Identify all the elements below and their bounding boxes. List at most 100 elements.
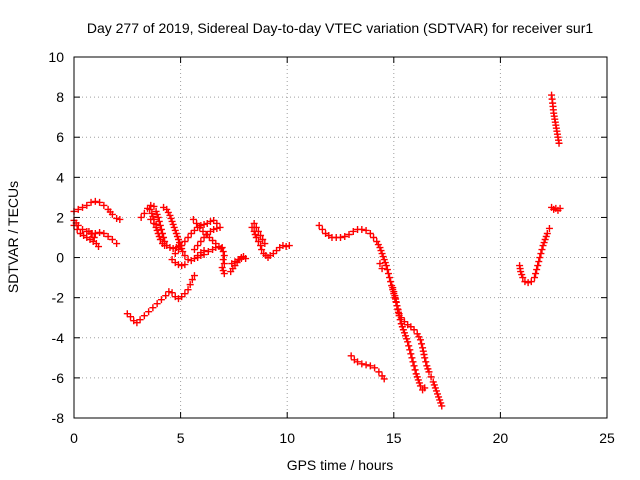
data-point xyxy=(219,256,227,264)
data-point xyxy=(418,340,426,348)
data-point xyxy=(389,284,397,292)
data-point xyxy=(189,215,197,223)
x-tick-label: 10 xyxy=(279,430,295,446)
data-point xyxy=(166,244,174,252)
data-point xyxy=(524,279,532,287)
data-point xyxy=(184,256,192,264)
data-point xyxy=(162,292,170,300)
data-point xyxy=(537,250,545,258)
data-point xyxy=(543,229,551,237)
data-point xyxy=(259,236,267,244)
data-point xyxy=(362,226,370,234)
data-point xyxy=(536,254,544,262)
data-point xyxy=(409,358,417,366)
data-point xyxy=(188,276,196,284)
data-point xyxy=(220,252,228,260)
data-point xyxy=(156,221,164,229)
y-tick-label: -8 xyxy=(52,410,65,426)
data-point xyxy=(146,205,154,213)
data-point xyxy=(532,270,540,278)
data-point xyxy=(200,251,208,259)
data-point xyxy=(366,229,374,237)
data-point xyxy=(427,373,435,381)
data-point xyxy=(181,290,189,298)
y-tick-label: 10 xyxy=(48,49,64,65)
data-point xyxy=(315,221,323,229)
data-point xyxy=(220,270,228,278)
data-point xyxy=(386,274,394,282)
data-point xyxy=(171,250,179,258)
data-point xyxy=(545,224,553,232)
data-point xyxy=(535,258,543,266)
data-point xyxy=(538,246,546,254)
data-point xyxy=(157,225,165,233)
data-point xyxy=(220,260,228,268)
data-point xyxy=(212,244,220,252)
data-point xyxy=(152,220,160,228)
data-point xyxy=(213,224,221,232)
data-point xyxy=(184,286,192,294)
data-point xyxy=(345,230,353,238)
data-points xyxy=(70,91,564,410)
data-point xyxy=(79,203,87,211)
data-point xyxy=(378,265,386,273)
y-tick-label: 4 xyxy=(56,169,64,185)
data-point xyxy=(197,252,205,260)
data-point xyxy=(392,295,400,303)
data-point xyxy=(206,217,214,225)
data-point xyxy=(416,336,424,344)
data-point xyxy=(79,225,87,233)
data-point xyxy=(258,246,266,254)
data-point xyxy=(410,326,418,334)
y-tick-label: -6 xyxy=(52,370,65,386)
data-point xyxy=(395,312,403,320)
data-point xyxy=(383,266,391,274)
data-point xyxy=(190,246,198,254)
data-point xyxy=(387,278,395,286)
data-point xyxy=(254,238,262,246)
data-point xyxy=(204,248,212,256)
data-point xyxy=(358,360,366,368)
data-point xyxy=(95,243,103,251)
data-point xyxy=(362,361,370,369)
data-point xyxy=(366,362,374,370)
data-point xyxy=(261,240,269,248)
y-axis-label: SDTVAR / TECUs xyxy=(5,181,21,293)
data-point xyxy=(438,402,446,410)
data-point xyxy=(90,234,98,241)
x-tick-label: 15 xyxy=(386,430,402,446)
data-point xyxy=(419,347,427,355)
data-point xyxy=(147,201,155,209)
data-point xyxy=(104,232,112,240)
data-point xyxy=(375,368,383,376)
data-point xyxy=(140,209,148,217)
axis-ticks: 0 5 10 15 20 25 -8 -6 -4 -2 0 2 4 6 8 10 xyxy=(48,49,615,446)
data-point xyxy=(555,139,563,147)
data-point xyxy=(150,202,158,210)
data-point xyxy=(349,227,357,235)
data-point xyxy=(408,354,416,362)
data-point xyxy=(376,260,384,268)
data-point xyxy=(318,225,326,233)
data-point xyxy=(181,252,189,260)
data-point xyxy=(420,350,428,358)
y-tick-label: 8 xyxy=(56,89,64,105)
y-tick-label: 0 xyxy=(56,250,64,266)
data-point xyxy=(91,197,99,205)
data-point xyxy=(156,236,164,244)
data-point xyxy=(521,278,529,286)
data-point xyxy=(337,234,344,241)
data-point xyxy=(382,262,390,270)
data-point xyxy=(341,232,349,240)
chart-title: Day 277 of 2019, Sidereal Day-to-day VTE… xyxy=(87,20,593,36)
data-point xyxy=(74,205,82,213)
data-point xyxy=(186,281,194,289)
data-point xyxy=(113,214,121,222)
data-point xyxy=(421,384,429,392)
data-point xyxy=(421,354,429,362)
data-point xyxy=(406,346,414,354)
data-point xyxy=(184,234,192,241)
data-point xyxy=(108,236,116,244)
data-point xyxy=(136,316,144,324)
data-point xyxy=(422,358,430,366)
